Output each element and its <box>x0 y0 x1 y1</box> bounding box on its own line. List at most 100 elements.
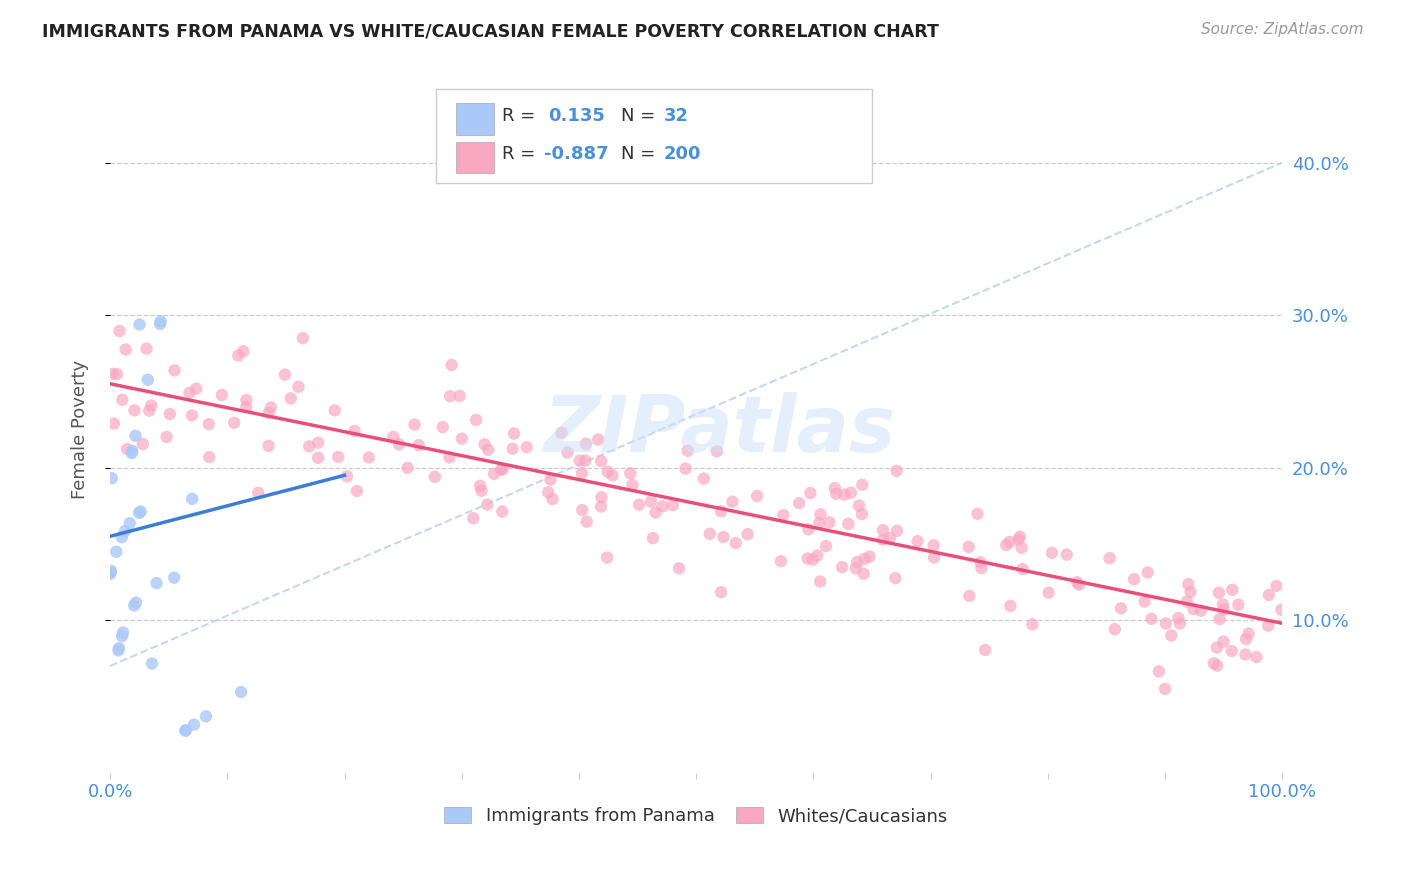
Point <box>1206 658 1229 673</box>
Point <box>260 401 283 415</box>
Point <box>693 472 716 486</box>
Point <box>1270 603 1292 617</box>
Point <box>439 450 461 465</box>
Point <box>602 468 624 483</box>
Point <box>596 550 619 565</box>
Point <box>118 516 141 531</box>
Point <box>713 530 735 544</box>
Point <box>174 723 197 738</box>
Point <box>247 486 270 500</box>
Point <box>198 417 221 432</box>
Text: 32: 32 <box>664 107 689 125</box>
Point <box>872 533 894 547</box>
Text: IMMIGRANTS FROM PANAMA VS WHITE/CAUCASIAN FEMALE POVERTY CORRELATION CHART: IMMIGRANTS FROM PANAMA VS WHITE/CAUCASIA… <box>42 22 939 40</box>
Text: -0.887: -0.887 <box>544 145 609 163</box>
Point <box>108 324 131 338</box>
Point <box>257 439 280 453</box>
Text: R =: R = <box>502 145 536 163</box>
Point <box>336 469 359 483</box>
Point <box>858 549 880 564</box>
Point <box>112 625 135 640</box>
Point <box>1154 681 1177 696</box>
Point <box>808 574 831 589</box>
Point <box>491 462 513 476</box>
Point <box>343 424 366 438</box>
Point <box>1154 616 1177 631</box>
Point <box>575 436 598 450</box>
Point <box>1180 585 1202 599</box>
Point <box>1008 530 1031 544</box>
Point <box>474 437 496 451</box>
Point <box>114 524 136 539</box>
Point <box>922 538 945 552</box>
Point <box>408 438 430 452</box>
Point <box>966 507 988 521</box>
Point <box>503 426 526 441</box>
Point <box>1056 548 1078 562</box>
Point <box>235 392 257 407</box>
Point <box>114 343 136 357</box>
Point <box>772 508 794 522</box>
Point <box>661 498 683 512</box>
Point <box>257 406 280 420</box>
Point <box>423 470 446 484</box>
Point <box>628 498 651 512</box>
Point <box>1189 604 1212 618</box>
Point <box>710 585 733 599</box>
Point <box>796 551 818 566</box>
Point <box>808 516 831 530</box>
Point <box>1220 582 1243 597</box>
Point <box>724 536 747 550</box>
Point <box>323 403 346 417</box>
Point <box>879 531 901 545</box>
Point <box>1140 612 1163 626</box>
Point <box>124 403 146 417</box>
Point <box>274 368 297 382</box>
Point <box>129 504 152 518</box>
Point <box>851 507 873 521</box>
Point <box>198 450 221 464</box>
Point <box>1011 541 1033 555</box>
Point <box>382 430 405 444</box>
Point <box>557 445 579 459</box>
Point <box>141 399 163 413</box>
Point <box>307 435 329 450</box>
Point <box>1257 618 1279 632</box>
Point <box>1011 562 1033 576</box>
Point <box>491 505 513 519</box>
Point <box>135 342 157 356</box>
Point <box>138 403 160 417</box>
Point <box>1123 572 1146 586</box>
Text: N =: N = <box>621 145 655 163</box>
Point <box>818 516 841 530</box>
Point <box>845 561 868 575</box>
Point <box>132 437 155 451</box>
Point <box>797 522 820 536</box>
Point <box>100 565 122 579</box>
Point <box>644 506 666 520</box>
Point <box>111 530 134 544</box>
Point <box>1265 579 1288 593</box>
Point <box>228 349 250 363</box>
Point <box>101 367 124 381</box>
Point <box>1167 611 1189 625</box>
Point <box>465 413 488 427</box>
Text: ZIPatlas: ZIPatlas <box>544 392 896 467</box>
Point <box>541 491 564 506</box>
Point <box>550 425 572 440</box>
Point <box>1136 566 1159 580</box>
Point <box>163 363 186 377</box>
Y-axis label: Female Poverty: Female Poverty <box>72 360 89 500</box>
Point <box>477 498 499 512</box>
Point <box>235 400 257 414</box>
Point <box>574 453 596 467</box>
Point <box>1177 577 1199 591</box>
Point <box>1098 551 1121 566</box>
Point <box>128 318 150 332</box>
Point <box>174 723 197 738</box>
Point <box>477 442 499 457</box>
Point <box>287 380 309 394</box>
Text: 0.135: 0.135 <box>548 107 605 125</box>
Point <box>787 496 810 510</box>
Point <box>824 481 846 495</box>
